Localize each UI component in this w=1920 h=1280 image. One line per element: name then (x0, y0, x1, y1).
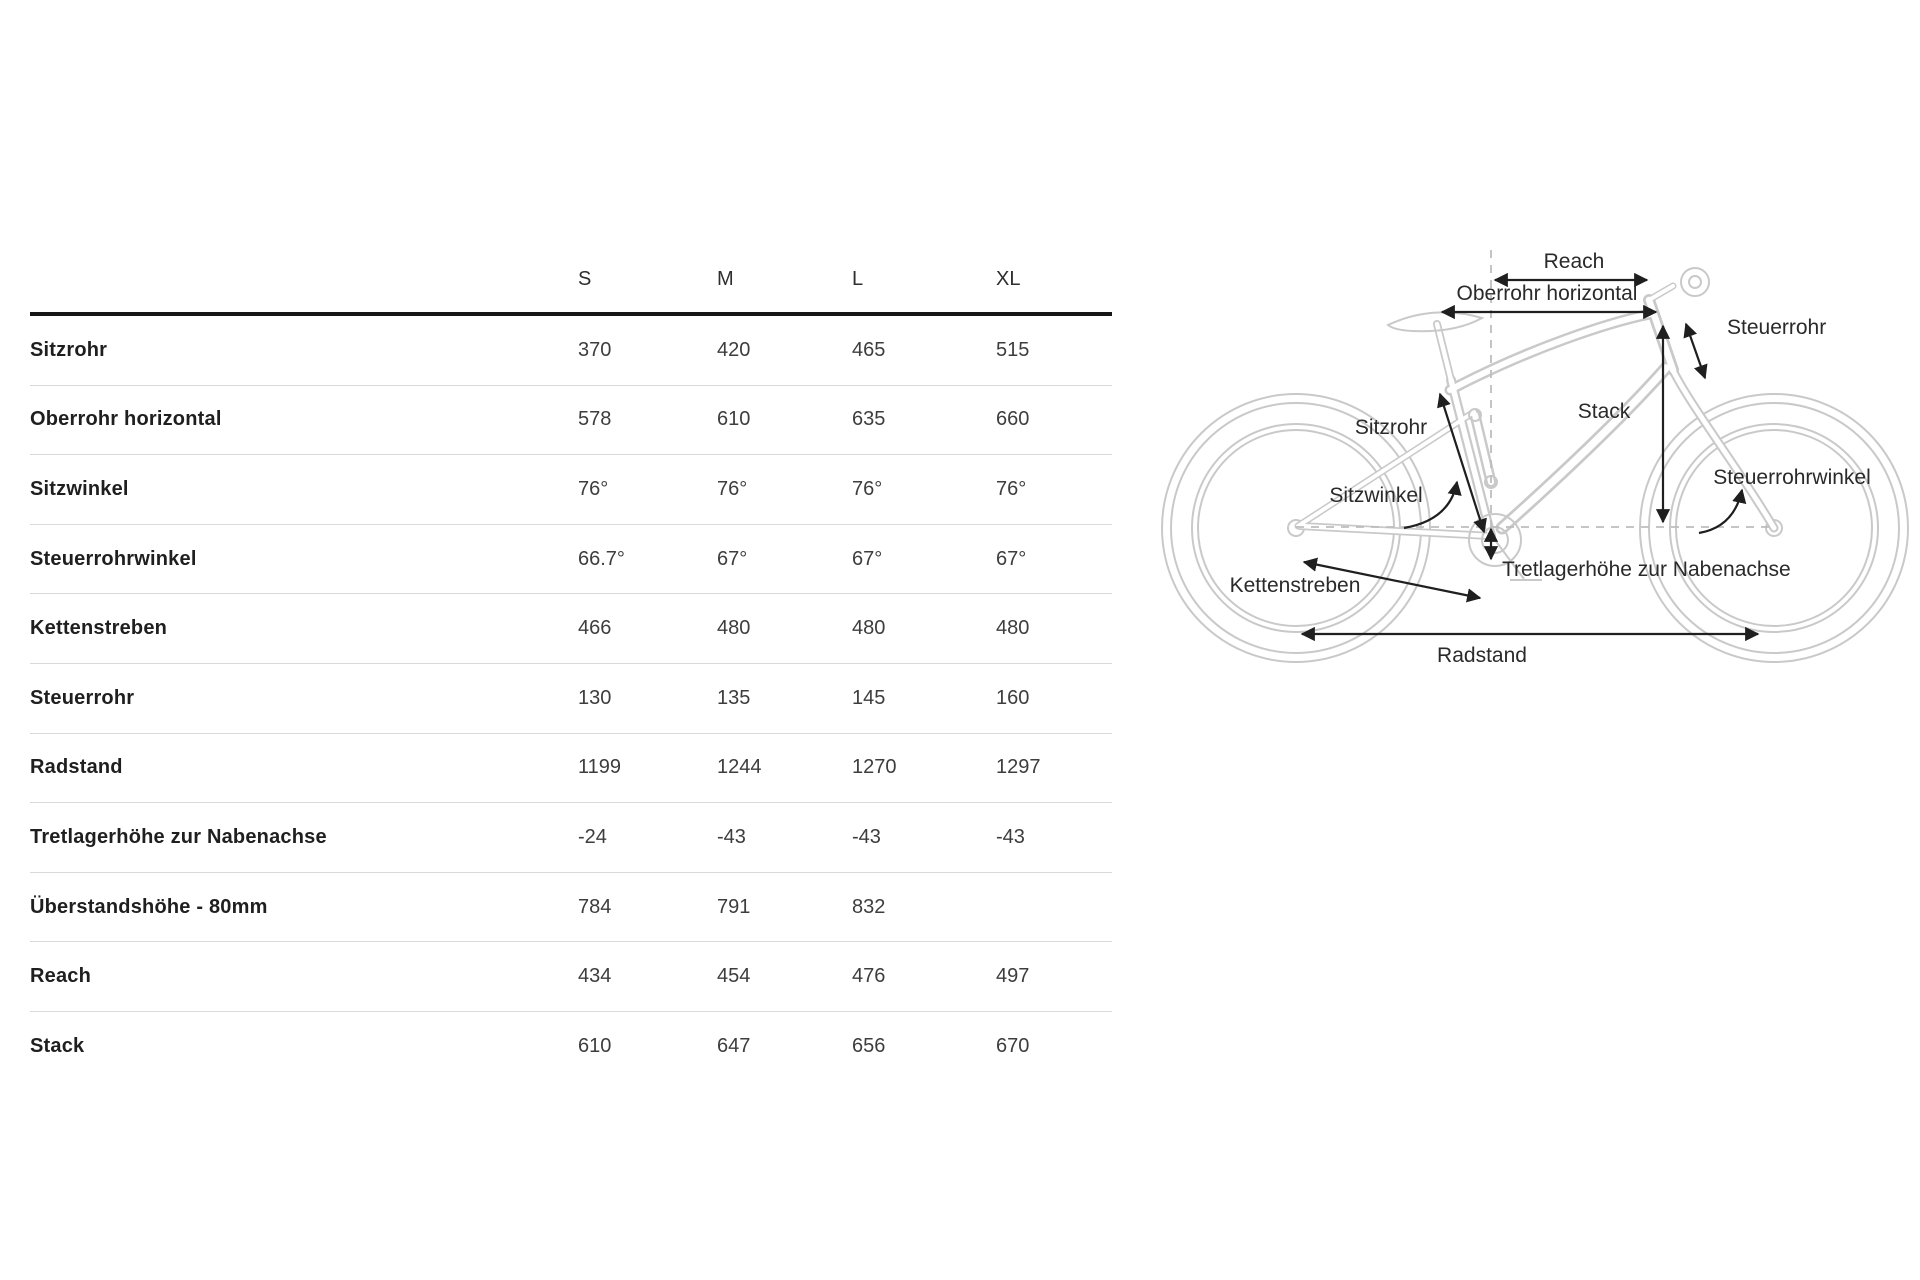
diagram-label-kettenstreben: Kettenstreben (1230, 574, 1361, 597)
cell-m: 67° (717, 547, 748, 570)
cell-l: 145 (852, 686, 886, 709)
cell-l: 465 (852, 338, 886, 361)
cell-s: 370 (578, 338, 612, 361)
cell-m: 454 (717, 965, 751, 988)
sitzwinkel-angle-arrow (1403, 480, 1462, 530)
cell-xl: 67° (996, 547, 1027, 570)
steuerrohr-arrow (1683, 322, 1708, 380)
table-row: Stack 610 647 656 670 (30, 1012, 1112, 1081)
table-row: Steuerrohr 130 135 145 160 (30, 664, 1112, 734)
row-label: Sitzwinkel (30, 477, 129, 500)
cell-m: 76° (717, 477, 748, 500)
diagram-label-radstand: Radstand (1437, 644, 1527, 667)
cell-m: 610 (717, 408, 751, 431)
handlebar-grip (1680, 267, 1710, 297)
table-row: Sitzwinkel 76° 76° 76° 76° (30, 455, 1112, 525)
table-row: Überstandshöhe - 80mm 784 791 832 (30, 873, 1112, 943)
cell-l: 67° (852, 547, 883, 570)
cell-xl: 76° (996, 477, 1027, 500)
cell-xl: 670 (996, 1034, 1030, 1057)
cell-m: 1244 (717, 756, 762, 779)
diagram-label-tretlagerhoehe: Tretlagerhöhe zur Nabenachse (1502, 558, 1791, 581)
row-label: Tretlagerhöhe zur Nabenachse (30, 825, 327, 848)
saddle (1386, 311, 1485, 333)
bike-details (1386, 267, 1710, 581)
cell-m: -43 (717, 825, 746, 848)
table-row: Oberrohr horizontal 578 610 635 660 (30, 386, 1112, 456)
row-label: Oberrohr horizontal (30, 408, 222, 431)
cell-xl: 515 (996, 338, 1030, 361)
row-label: Radstand (30, 756, 123, 779)
cell-xl: 480 (996, 617, 1030, 640)
row-label: Kettenstreben (30, 617, 168, 640)
cell-s: 1199 (578, 756, 622, 779)
cell-l: 476 (852, 965, 886, 988)
steuerrohrwinkel-angle-arrow (1698, 488, 1747, 535)
cell-m: 480 (717, 617, 751, 640)
cell-xl: 160 (996, 686, 1030, 709)
bike-geometry-diagram: Reach Oberrohr horizontal Steuerrohr Sta… (1150, 230, 1920, 710)
table-row: Sitzrohr 370 420 465 515 (30, 316, 1112, 386)
column-header-m: M (717, 267, 734, 290)
diagram-label-steuerrohr: Steuerrohr (1727, 316, 1826, 339)
cell-l: -43 (852, 825, 881, 848)
cell-s: 66.7° (578, 547, 625, 570)
cell-xl: 1297 (996, 756, 1041, 779)
row-label: Steuerrohr (30, 686, 135, 709)
diagram-label-sitzwinkel: Sitzwinkel (1329, 484, 1422, 507)
kettenstreben-arrow (1302, 557, 1482, 603)
table-row: Reach 434 454 476 497 (30, 942, 1112, 1012)
sitzrohr-arrow (1437, 392, 1487, 534)
cell-s: 466 (578, 617, 612, 640)
diagram-label-oberrohr: Oberrohr horizontal (1457, 282, 1638, 305)
cell-s: -24 (578, 825, 607, 848)
table-row: Steuerrohrwinkel 66.7° 67° 67° 67° (30, 525, 1112, 595)
cell-m: 647 (717, 1034, 751, 1057)
table-row: Kettenstreben 466 480 480 480 (30, 594, 1112, 664)
crank-arm (1494, 539, 1525, 580)
diagram-label-stack: Stack (1578, 400, 1631, 423)
diagram-label-reach: Reach (1544, 250, 1605, 273)
table-header-row: S M L XL (30, 246, 1112, 316)
row-label: Sitzrohr (30, 338, 108, 361)
table-row: Radstand 1199 1244 1270 1297 (30, 734, 1112, 804)
geometry-table: S M L XL Sitzrohr 370 420 465 515 Oberro… (30, 246, 1112, 1081)
cell-s: 784 (578, 895, 612, 918)
row-label: Stack (30, 1034, 85, 1057)
cell-s: 434 (578, 965, 612, 988)
cell-s: 130 (578, 686, 612, 709)
row-label: Steuerrohrwinkel (30, 547, 197, 570)
cell-l: 76° (852, 477, 883, 500)
cell-xl: -43 (996, 825, 1025, 848)
cell-m: 135 (717, 686, 751, 709)
cell-m: 420 (717, 338, 751, 361)
cell-s: 578 (578, 408, 612, 431)
cell-l: 1270 (852, 756, 897, 779)
bike-diagram-svg: Reach Oberrohr horizontal Steuerrohr Sta… (1161, 250, 1909, 667)
column-header-s: S (578, 267, 592, 290)
front-wheel (1639, 393, 1909, 663)
cell-m: 791 (717, 895, 751, 918)
cell-l: 635 (852, 408, 886, 431)
cell-xl: 497 (996, 965, 1030, 988)
table-row: Tretlagerhöhe zur Nabenachse -24 -43 -43… (30, 803, 1112, 873)
motor (1468, 513, 1522, 567)
cell-l: 480 (852, 617, 886, 640)
cell-xl: 660 (996, 408, 1030, 431)
cell-l: 832 (852, 895, 886, 918)
diagram-label-steuerrohrwinkel: Steuerrohrwinkel (1713, 466, 1871, 489)
cell-s: 610 (578, 1034, 612, 1057)
cell-s: 76° (578, 477, 609, 500)
cell-l: 656 (852, 1034, 886, 1057)
column-header-l: L (852, 267, 864, 290)
row-label: Überstandshöhe - 80mm (30, 895, 268, 918)
diagram-label-sitzrohr: Sitzrohr (1355, 416, 1427, 439)
row-label: Reach (30, 965, 92, 988)
column-header-xl: XL (996, 267, 1021, 290)
